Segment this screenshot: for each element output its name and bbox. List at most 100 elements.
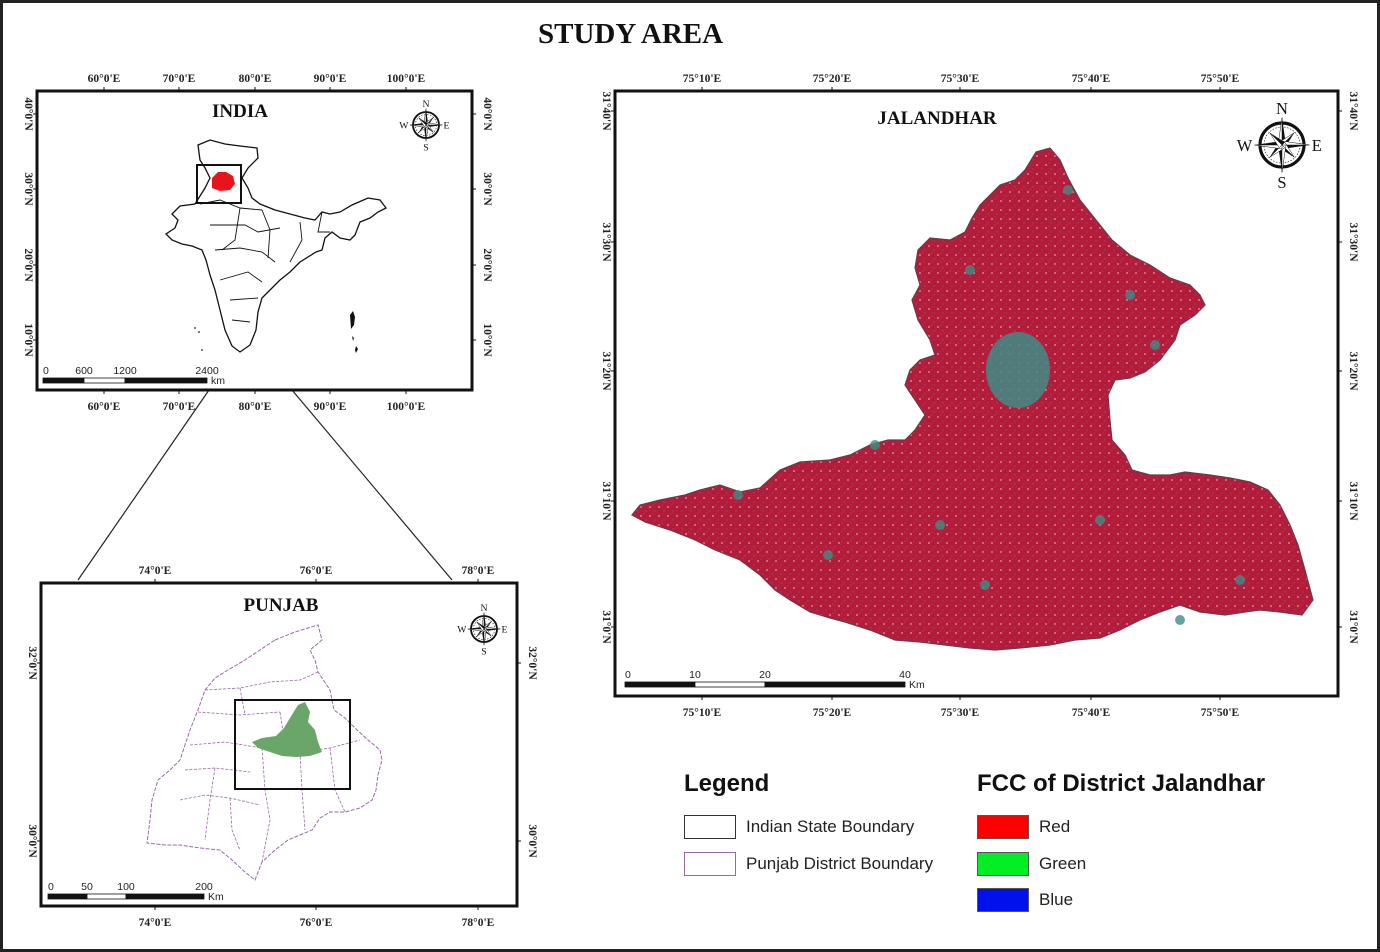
compass-s-label: S	[1277, 173, 1286, 192]
jalandhar-map: JALANDHAR 75°10'E 75°20'E 75°30'E 75°40'E 75…	[600, 73, 1359, 719]
compass-s-label: S	[423, 143, 428, 154]
urban-patch	[1150, 340, 1160, 350]
legend-label: Blue	[1039, 890, 1074, 909]
bottom-tick-label: 100°0'E	[387, 401, 426, 413]
jalandhar-map-title: JALANDHAR	[877, 108, 997, 129]
compass-w-label: W	[457, 624, 467, 635]
right-tick-label: 10°0'N	[481, 323, 493, 357]
urban-patch	[935, 520, 945, 530]
left-tick-label: 10°0'N	[22, 323, 34, 357]
punjab-outline	[146, 624, 383, 881]
bottom-tick-label: 75°50'E	[1201, 707, 1240, 719]
top-tick-label: 78°0'E	[462, 565, 495, 577]
scale-label: 0	[48, 881, 54, 893]
top-tick-label: 90°0'E	[314, 73, 347, 85]
top-tick-label: 75°10'E	[683, 73, 722, 85]
legend-label: Indian State Boundary	[746, 817, 915, 836]
urban-patch	[1235, 575, 1245, 585]
bottom-tick-label: 60°0'E	[88, 401, 121, 413]
right-tick-label: 31°30'N	[1347, 222, 1359, 262]
legend-title: Legend	[684, 770, 770, 797]
bottom-tick-label: 74°0'E	[139, 917, 172, 929]
legend-item-district-boundary: Punjab District Boundary	[684, 852, 933, 876]
left-tick-label: 30°0'N	[22, 172, 34, 206]
top-tick-label: 60°0'E	[88, 73, 121, 85]
scale-unit: km	[211, 375, 225, 387]
punjab-map-title: PUNJAB	[244, 595, 319, 616]
left-tick-label: 32°0'N	[26, 646, 38, 680]
urban-patch	[823, 550, 833, 560]
top-tick-label: 76°0'E	[300, 565, 333, 577]
jalandhar-urban-area	[986, 332, 1050, 408]
legend-label: Green	[1039, 854, 1087, 873]
bottom-tick-label: 70°0'E	[163, 401, 196, 413]
right-tick-label: 32°0'N	[526, 646, 538, 680]
urban-patch	[980, 580, 990, 590]
left-tick-label: 31°30'N	[600, 222, 612, 262]
right-tick-label: 31°0'N	[1347, 610, 1359, 644]
fcc-legend-title: FCC of District Jalandhar	[977, 770, 1266, 797]
right-tick-label: 30°0'N	[526, 824, 538, 858]
top-tick-label: 70°0'E	[163, 73, 196, 85]
compass-s-label: S	[481, 647, 486, 658]
top-tick-label: 80°0'E	[239, 73, 272, 85]
punjab-map: PUNJAB 74°0'E 76°0'E 78°0'E 74°0'E 76°0'E 78°…	[26, 565, 538, 929]
bottom-tick-label: 76°0'E	[300, 917, 333, 929]
bottom-tick-label: 78°0'E	[462, 917, 495, 929]
urban-patch	[1125, 290, 1135, 300]
inset-connector-right	[291, 389, 453, 581]
compass-e-label: E	[502, 624, 508, 635]
india-map-title: INDIA	[212, 101, 268, 122]
north-arrow-compass-icon: N S E W	[1237, 99, 1322, 192]
scale-unit: Km	[208, 891, 224, 903]
bottom-tick-label: 75°40'E	[1072, 707, 1111, 719]
scale-label: 600	[75, 365, 93, 377]
compass-w-label: W	[399, 120, 409, 131]
urban-patch	[870, 440, 880, 450]
bottom-tick-label: 75°10'E	[683, 707, 722, 719]
india-punjab-highlight	[212, 172, 235, 191]
left-tick-label: 31°0'N	[600, 610, 612, 644]
legend-item-state-boundary: Indian State Boundary	[684, 815, 914, 839]
scale-label: 1200	[113, 365, 137, 377]
bottom-tick-label: 80°0'E	[239, 401, 272, 413]
scale-label: 50	[81, 881, 93, 893]
legend-label: Red	[1039, 817, 1071, 836]
urban-patch	[1063, 185, 1073, 195]
top-tick-label: 74°0'E	[139, 565, 172, 577]
punjab-jalandhar-highlight	[252, 702, 322, 757]
compass-w-label: W	[1237, 136, 1253, 155]
urban-patch	[733, 490, 743, 500]
right-tick-label: 40°0'N	[481, 97, 493, 131]
compass-n-label: N	[422, 99, 429, 110]
figure-title: STUDY AREA	[538, 18, 724, 50]
right-tick-label: 31°20'N	[1347, 351, 1359, 391]
compass-n-label: N	[480, 603, 487, 614]
inset-connector-left	[77, 389, 210, 581]
top-tick-label: 75°40'E	[1072, 73, 1111, 85]
bottom-tick-label: 75°20'E	[813, 707, 852, 719]
left-tick-label: 20°0'N	[22, 248, 34, 282]
left-tick-label: 31°40'N	[600, 91, 612, 131]
scale-label: 0	[43, 365, 49, 377]
india-inset-box	[196, 164, 242, 204]
compass-n-label: N	[1276, 99, 1288, 118]
scale-label: 100	[117, 881, 135, 893]
scale-label: 0	[625, 669, 631, 681]
india-map: INDIA 60°0'E 70°0'E 80°0'E 90°0'E 100°0'E 60°…	[22, 73, 493, 413]
left-tick-label: 30°0'N	[26, 824, 38, 858]
district-boundary-swatch	[684, 852, 736, 876]
top-tick-label: 75°50'E	[1201, 73, 1240, 85]
scale-label: 200	[195, 881, 213, 893]
right-tick-label: 31°10'N	[1347, 481, 1359, 521]
bottom-tick-label: 75°30'E	[941, 707, 980, 719]
urban-patch	[1175, 615, 1185, 625]
north-arrow-compass-icon: N S E W	[457, 603, 507, 658]
red-swatch	[977, 815, 1029, 839]
left-tick-label: 40°0'N	[22, 97, 34, 131]
jalandhar-fcc-image	[631, 147, 1314, 651]
